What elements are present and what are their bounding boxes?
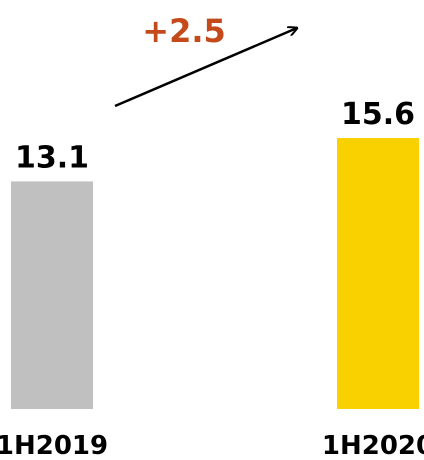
bar-1h2020 — [337, 138, 419, 409]
category-label-1h2019: 1H2019 — [0, 431, 108, 460]
value-label-1h2019: 13.1 — [15, 140, 89, 175]
growth-annotation: +2.5 — [142, 12, 226, 50]
bar-1h2019 — [11, 181, 93, 409]
value-label-1h2020: 15.6 — [341, 97, 415, 132]
category-label-1h2020: 1H2020 — [322, 431, 424, 460]
growth-arrow — [114, 28, 297, 108]
